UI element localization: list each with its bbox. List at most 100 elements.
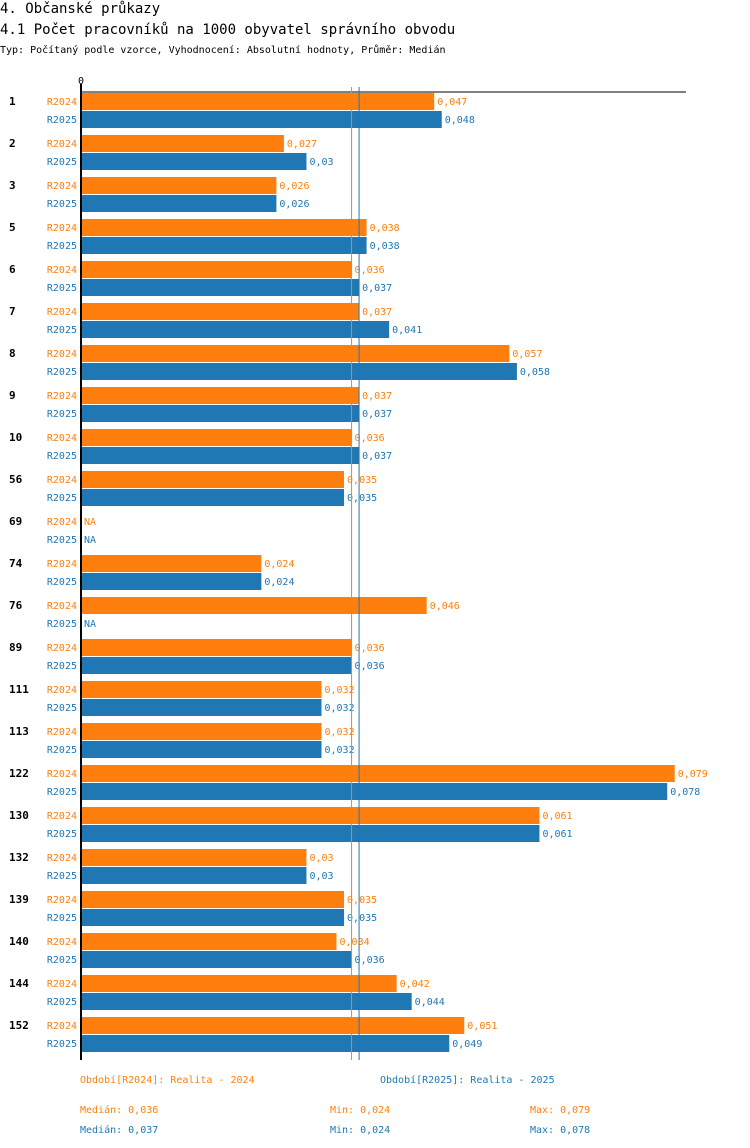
- data-label: 0,057: [512, 349, 542, 360]
- bar: [81, 783, 668, 800]
- category-label: 130: [9, 809, 29, 822]
- data-label: 0,032: [324, 745, 354, 756]
- category-label: 1: [9, 95, 16, 108]
- data-label: 0,038: [370, 241, 400, 252]
- series-label: R2024: [47, 97, 77, 108]
- bar: [81, 807, 540, 824]
- category-label: 10: [9, 431, 22, 444]
- category-label: 9: [9, 389, 16, 402]
- series-label: R2024: [47, 307, 77, 318]
- series-label: R2024: [47, 853, 77, 864]
- series-label: R2025: [47, 493, 77, 504]
- series-label: R2024: [47, 1021, 77, 1032]
- series-label: R2024: [47, 223, 77, 234]
- series-label: R2024: [47, 349, 77, 360]
- data-label: 0,035: [347, 493, 377, 504]
- category-label: 3: [9, 179, 16, 192]
- bar: [81, 471, 345, 488]
- bar: [81, 993, 412, 1010]
- series-label: R2025: [47, 745, 77, 756]
- series-label: R2025: [47, 115, 77, 126]
- series-label: R2024: [47, 895, 77, 906]
- bar: [81, 1017, 465, 1034]
- category-label: 89: [9, 641, 22, 654]
- category-label: 122: [9, 767, 29, 780]
- bar: [81, 975, 397, 992]
- bar: [81, 363, 517, 380]
- data-label: 0,036: [355, 643, 385, 654]
- bar: [81, 597, 427, 614]
- data-label: 0,058: [520, 367, 550, 378]
- bar: [81, 867, 307, 884]
- data-label: 0,032: [324, 703, 354, 714]
- series-label: R2024: [47, 475, 77, 486]
- data-label: 0,035: [347, 913, 377, 924]
- data-label: 0,036: [355, 955, 385, 966]
- series-label: R2024: [47, 517, 77, 528]
- series-label: R2024: [47, 769, 77, 780]
- category-label: 56: [9, 473, 23, 486]
- legend-r2024: Období[R2024]: Realita - 2024: [80, 1075, 255, 1086]
- category-label: 113: [9, 725, 29, 738]
- bar: [81, 639, 352, 656]
- data-label: 0,061: [542, 829, 572, 840]
- series-label: R2024: [47, 727, 77, 738]
- bar: [81, 1035, 450, 1052]
- data-label: 0,037: [362, 409, 392, 420]
- category-label: 7: [9, 305, 16, 318]
- series-label: R2025: [47, 913, 77, 924]
- data-label: 0,032: [324, 685, 354, 696]
- bar: [81, 177, 277, 194]
- data-label: NA: [84, 619, 96, 630]
- bar: [81, 951, 352, 968]
- chart-subtitle: Typ: Počítaný podle vzorce, Vyhodnocení:…: [0, 45, 446, 56]
- series-label: R2025: [47, 241, 77, 252]
- series-label: R2025: [47, 997, 77, 1008]
- data-label: 0,036: [355, 661, 385, 672]
- series-label: R2025: [47, 1039, 77, 1050]
- data-label: NA: [84, 535, 96, 546]
- data-label: 0,03: [309, 157, 333, 168]
- data-label: 0,051: [467, 1021, 497, 1032]
- series-label: R2024: [47, 979, 77, 990]
- bar: [81, 261, 352, 278]
- bar: [81, 111, 442, 128]
- bar: [81, 429, 352, 446]
- series-label: R2025: [47, 535, 77, 546]
- bar-chart: 0 1 R2024 0,047 R2025 0,048 2 R2024 0,027 R2025 0,…: [9, 76, 708, 1060]
- chart-title: 4.1 Počet pracovníků na 1000 obyvatel sp…: [0, 22, 456, 38]
- bar: [81, 489, 345, 506]
- category-label: 132: [9, 851, 29, 864]
- section-title: 4. Občanské průkazy: [0, 1, 161, 17]
- data-label: 0,037: [362, 283, 392, 294]
- stat-min-r2025: Min: 0,024: [330, 1125, 391, 1136]
- bar: [81, 153, 307, 170]
- bar: [81, 765, 675, 782]
- bar: [81, 447, 360, 464]
- series-label: R2024: [47, 601, 77, 612]
- series-label: R2024: [47, 685, 77, 696]
- bar: [81, 723, 322, 740]
- bar: [81, 555, 262, 572]
- series-label: R2024: [47, 181, 77, 192]
- data-label: NA: [84, 517, 96, 528]
- data-label: 0,03: [309, 853, 333, 864]
- bar: [81, 909, 345, 926]
- series-label: R2025: [47, 157, 77, 168]
- bar: [81, 303, 360, 320]
- data-label: 0,041: [392, 325, 422, 336]
- data-label: 0,032: [324, 727, 354, 738]
- data-label: 0,048: [445, 115, 475, 126]
- data-label: 0,037: [362, 391, 392, 402]
- series-label: R2025: [47, 703, 77, 714]
- category-label: 140: [9, 935, 29, 948]
- bar: [81, 93, 435, 110]
- series-label: R2025: [47, 199, 77, 210]
- category-label: 5: [9, 221, 16, 234]
- stat-max-r2025: Max: 0,078: [530, 1125, 591, 1136]
- series-label: R2024: [47, 643, 77, 654]
- data-label: 0,026: [279, 199, 309, 210]
- category-label: 139: [9, 893, 29, 906]
- legend-r2025: Období[R2025]: Realita - 2025: [380, 1075, 555, 1086]
- bar: [81, 657, 352, 674]
